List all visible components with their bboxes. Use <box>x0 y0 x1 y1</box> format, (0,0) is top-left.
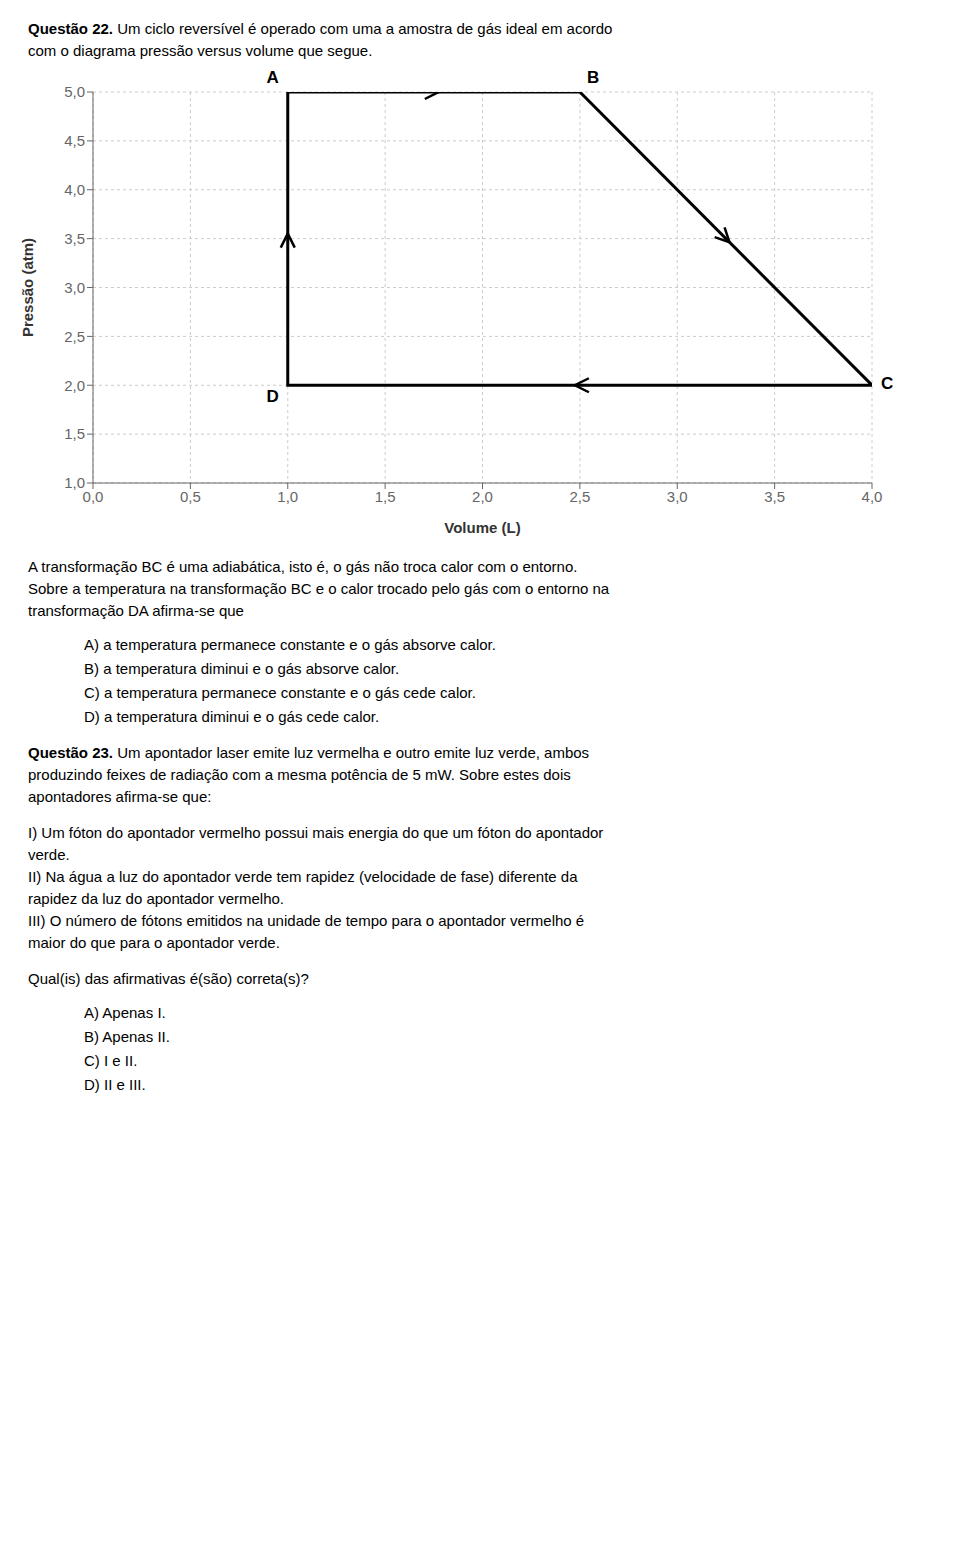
html-text:maior do que para o apontador: maior do que para o apontador verde. <box>28 934 280 951</box>
html-text:rapidez da luz do apontador ve: rapidez da luz do apontador vermelho. <box>28 890 284 907</box>
svg-text:3,0: 3,0 <box>667 488 688 505</box>
html-text:Qual(is) das afirmativas é(são: Qual(is) das afirmativas é(são) correta(… <box>28 970 309 987</box>
html-text:com o diagrama pressão versus: com o diagrama pressão versus volume que… <box>28 42 373 59</box>
svg-text:2,0: 2,0 <box>472 488 493 505</box>
html-text:C) a temperatura permanece con: C) a temperatura permanece constante e o… <box>84 684 476 701</box>
html-text:II) Na água a luz do apontador: II) Na água a luz do apontador verde tem… <box>28 868 578 885</box>
html-text:Questão 23. Um apontador laser: Questão 23. Um apontador laser emite luz… <box>28 744 590 761</box>
svg-text:2,5: 2,5 <box>64 328 85 345</box>
svg-text:2,5: 2,5 <box>569 488 590 505</box>
svg-text:D: D <box>266 387 278 406</box>
svg-text:1,0: 1,0 <box>277 488 298 505</box>
html-text:produzindo feixes de radiação: produzindo feixes de radiação com a mesm… <box>28 766 571 783</box>
svg-text:C: C <box>881 374 893 393</box>
html-text:I) Um fóton do apontador verme: I) Um fóton do apontador vermelho possui… <box>28 824 604 841</box>
html-text:D) a temperatura diminui e o g: D) a temperatura diminui e o gás cede ca… <box>84 708 380 725</box>
html-text:A transformação BC é uma adiab: A transformação BC é uma adiabática, ist… <box>28 558 578 575</box>
svg-text:1,0: 1,0 <box>64 474 85 491</box>
svg-text:B: B <box>587 68 599 87</box>
svg-text:0,0: 0,0 <box>83 488 104 505</box>
html-text:apontadores afirma-se que:: apontadores afirma-se que: <box>28 788 212 805</box>
svg-text:A: A <box>266 68 278 87</box>
svg-text:Volume (L): Volume (L) <box>444 519 520 536</box>
html-text:A) Apenas I.: A) Apenas I. <box>84 1004 166 1021</box>
svg-text:3,0: 3,0 <box>64 279 85 296</box>
html-text:Questão 22. Um ciclo reversíve: Questão 22. Um ciclo reversível é operad… <box>28 20 613 37</box>
svg-text:0,5: 0,5 <box>180 488 201 505</box>
svg-text:4,0: 4,0 <box>64 181 85 198</box>
html-text:C) I e II.: C) I e II. <box>84 1052 138 1069</box>
svg-text:1,5: 1,5 <box>64 425 85 442</box>
html-text:A) a temperatura permanece con: A) a temperatura permanece constante e o… <box>84 636 496 653</box>
svg-text:2,0: 2,0 <box>64 377 85 394</box>
html-text:B) a temperatura diminui e o g: B) a temperatura diminui e o gás absorve… <box>84 660 400 677</box>
svg-text:3,5: 3,5 <box>64 230 85 247</box>
svg-text:1,5: 1,5 <box>375 488 396 505</box>
html-text:B) Apenas II.: B) Apenas II. <box>84 1028 170 1045</box>
html-text:transformação DA afirma-se que: transformação DA afirma-se que <box>28 602 244 619</box>
svg-text:4,0: 4,0 <box>862 488 883 505</box>
html-text:Sobre a temperatura na transfo: Sobre a temperatura na transformação BC … <box>28 580 610 597</box>
svg-text:3,5: 3,5 <box>764 488 785 505</box>
html-text:verde.: verde. <box>28 846 70 863</box>
svg-text:4,5: 4,5 <box>64 132 85 149</box>
svg-text:Pressão (atm): Pressão (atm) <box>19 238 36 337</box>
html-text:D) II e III.: D) II e III. <box>84 1076 146 1093</box>
html-text:III) O número de fótons emitid: III) O número de fótons emitidos na unid… <box>28 912 585 929</box>
svg-text:5,0: 5,0 <box>64 83 85 100</box>
